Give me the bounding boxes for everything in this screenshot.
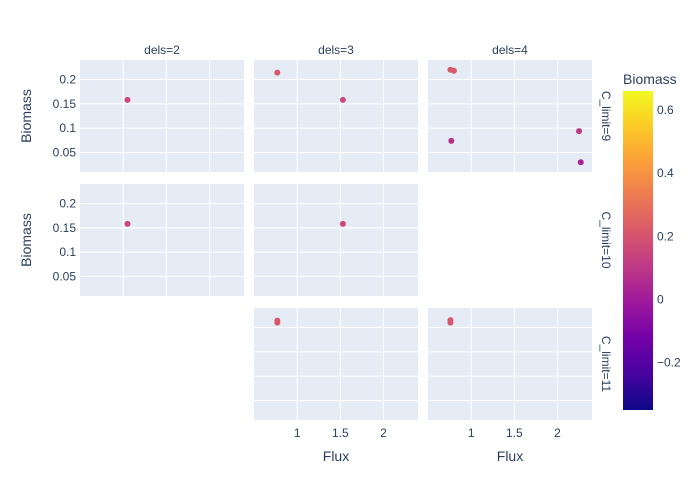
x-tick-label: 2 — [554, 426, 561, 440]
y-tick-label: 0.1 — [59, 121, 76, 135]
colorbar-tick-label: 0.2 — [657, 229, 674, 243]
data-point[interactable] — [124, 220, 131, 227]
column-facet-title: dels=2 — [144, 43, 180, 57]
data-point[interactable] — [274, 69, 281, 76]
colorbar-tick-label: −0.2 — [657, 356, 681, 370]
panel-background — [428, 60, 592, 172]
x-tick-label: 1 — [468, 426, 475, 440]
facet-panel-r0-c1 — [254, 60, 418, 172]
data-point[interactable] — [447, 319, 454, 326]
facet-panel-r2-c2: 1 1.5 2 — [428, 308, 592, 440]
colorbar-tick-label: 0.4 — [657, 166, 674, 180]
panel-background — [80, 60, 244, 172]
y-axis-title: Biomass — [18, 89, 34, 143]
x-axis-title: Flux — [497, 448, 523, 464]
colorbar-title: Biomass — [623, 71, 677, 87]
x-tick-label: 2 — [380, 426, 387, 440]
panel-background — [80, 184, 244, 296]
y-tick-label: 0.2 — [59, 196, 76, 210]
data-point[interactable] — [339, 96, 346, 103]
panel-background — [254, 184, 418, 296]
facet-panel-r0-c2 — [428, 60, 592, 172]
data-point[interactable] — [448, 137, 455, 144]
data-point[interactable] — [576, 128, 583, 135]
panel-background — [428, 308, 592, 420]
data-point[interactable] — [577, 159, 584, 166]
panel-background — [254, 60, 418, 172]
data-point[interactable] — [274, 319, 281, 326]
facet-panel-r1-c0: 0.05 0.1 0.15 0.2 — [53, 184, 244, 296]
axis-titles: Biomass Biomass Flux Flux — [18, 89, 523, 464]
facet-panel-r2-c1: 1 1.5 2 — [254, 308, 418, 440]
facet-titles: dels=2 dels=3 dels=4 C_limit=9 C_limit=10 C_l… — [144, 43, 613, 392]
y-tick-label: 0.15 — [53, 221, 77, 235]
y-tick-label: 0.05 — [53, 270, 77, 284]
y-tick-label: 0.2 — [59, 72, 76, 86]
x-axis-title: Flux — [323, 448, 349, 464]
facet-panel-r0-c0: 0.05 0.1 0.15 0.2 — [53, 60, 244, 172]
y-tick-label: 0.05 — [53, 146, 77, 160]
data-point[interactable] — [339, 220, 346, 227]
column-facet-title: dels=4 — [492, 43, 528, 57]
facet-panel-r1-c1 — [254, 184, 418, 296]
colorbar: Biomass 0.6 0.4 0.2 0 −0.2 — [623, 71, 681, 410]
y-axis-title: Biomass — [18, 213, 34, 267]
y-tick-label: 0.15 — [53, 97, 77, 111]
x-tick-label: 1 — [294, 426, 301, 440]
colorbar-tick-label: 0.6 — [657, 103, 674, 117]
column-facet-title: dels=3 — [318, 43, 354, 57]
y-tick-label: 0.1 — [59, 245, 76, 259]
x-tick-label: 1.5 — [332, 426, 349, 440]
data-point[interactable] — [124, 96, 131, 103]
row-facet-title: C_limit=10 — [599, 211, 613, 268]
facet-panels: 0.050.10.150.20.050.10.150.21 1.5 2 1 1.5 2 — [53, 60, 592, 440]
colorbar-gradient — [623, 91, 653, 410]
x-tick-label: 1.5 — [506, 426, 523, 440]
panel-background — [254, 308, 418, 420]
data-point[interactable] — [450, 67, 457, 74]
row-facet-title: C_limit=11 — [599, 336, 613, 392]
row-facet-title: C_limit=9 — [599, 91, 613, 142]
colorbar-tick-label: 0 — [657, 292, 664, 306]
